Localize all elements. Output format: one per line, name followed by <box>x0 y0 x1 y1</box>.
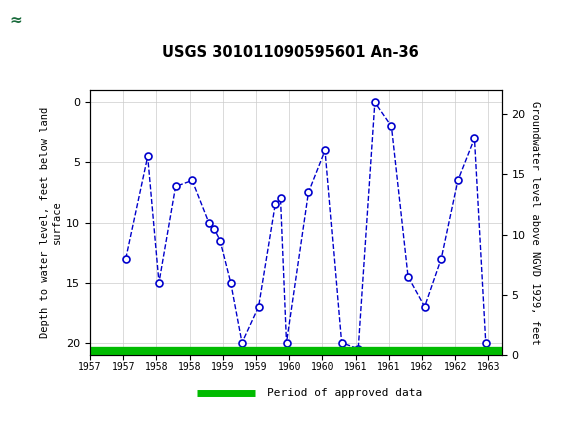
Text: Period of approved data: Period of approved data <box>267 388 422 398</box>
Y-axis label: Depth to water level, feet below land
surface: Depth to water level, feet below land su… <box>40 107 62 338</box>
Text: USGS 301011090595601 An-36: USGS 301011090595601 An-36 <box>162 45 418 60</box>
Text: ≈: ≈ <box>9 13 22 28</box>
Text: USGS: USGS <box>9 12 64 29</box>
FancyBboxPatch shape <box>3 6 29 35</box>
Y-axis label: Groundwater level above NGVD 1929, feet: Groundwater level above NGVD 1929, feet <box>530 101 540 344</box>
Text: USGS: USGS <box>44 12 99 29</box>
